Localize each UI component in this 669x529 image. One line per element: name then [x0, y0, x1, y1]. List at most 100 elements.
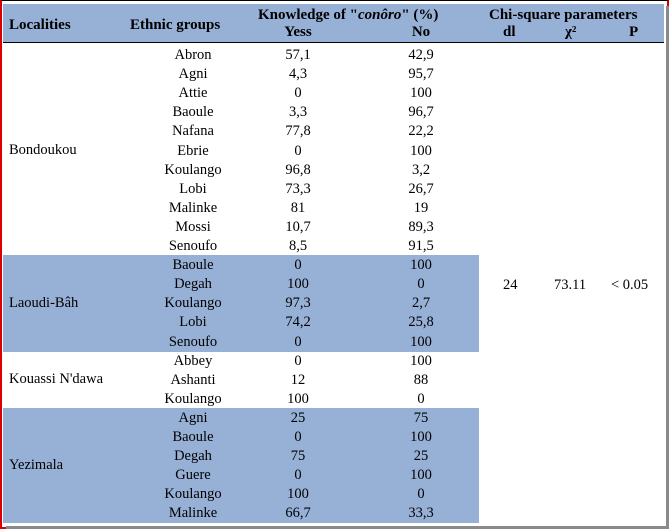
table-row: Koulango 97,3 2,7	[0, 294, 669, 313]
stat-dl: 24	[503, 277, 518, 293]
ethnic-group-cell: Baoule	[172, 104, 214, 121]
ethnic-group-cell: Ashanti	[170, 371, 216, 388]
no-percent-cell: 100	[410, 85, 432, 102]
header-dl: dl	[503, 24, 516, 40]
yes-percent-cell: 0	[294, 429, 302, 445]
yes-percent-cell: 100	[287, 390, 309, 407]
ethnic-group-cell: Degah	[174, 276, 212, 293]
ethnic-group-cell: Ebrie	[177, 142, 209, 159]
header-localities: Localities	[9, 17, 71, 33]
yes-percent-cell: 97,3	[285, 295, 311, 312]
yes-percent-cell: 100	[287, 486, 309, 503]
header-ethnic-groups: Ethnic groups	[130, 17, 221, 33]
ethnic-group-cell: Malinke	[168, 505, 218, 522]
no-percent-cell: 100	[410, 467, 432, 484]
ethnic-group-cell: Senoufo	[168, 333, 218, 350]
ethnic-group-cell: Nafana	[172, 123, 214, 140]
frame-shadow-right	[666, 6, 669, 527]
table-row: Malinke 81 19	[0, 199, 669, 218]
no-percent-cell: 100	[410, 142, 432, 159]
table-row: Degah 100 0	[0, 275, 669, 294]
yes-percent-cell: 4,3	[288, 66, 308, 83]
ethnic-group-cell: Koulango	[164, 390, 222, 407]
table-row: Koulango 100 0	[0, 485, 669, 504]
table-row: Degah 75 25	[0, 447, 669, 466]
ethnic-group-cell: Attie	[178, 85, 208, 102]
no-percent-cell: 0	[417, 276, 425, 293]
table-row: Lobi 74,2 25,8	[0, 313, 669, 332]
yes-percent-cell: 8,5	[288, 238, 308, 254]
yes-percent-cell: 0	[294, 352, 302, 369]
no-percent-cell: 100	[410, 333, 432, 350]
table-row: Mossi 10,7 89,3	[0, 218, 669, 237]
yes-percent-cell: 57,1	[285, 47, 311, 63]
table-row: Nafana 77,8 22,2	[0, 122, 669, 141]
header-p: P	[629, 24, 639, 40]
table-row: Agni 4,3 95,7	[0, 65, 669, 84]
table-row: Koulango 100 0	[0, 390, 669, 409]
no-percent-cell: 89,3	[408, 218, 434, 235]
yes-percent-cell: 25	[290, 409, 306, 426]
ethnic-group-cell: Koulango	[164, 161, 222, 178]
ethnic-group-cell: Malinke	[168, 199, 218, 216]
header-knowledge-prefix: Knowledge of "	[258, 7, 358, 23]
table-row: Abbey 0 100	[0, 352, 669, 371]
no-percent-cell: 22,2	[408, 123, 434, 140]
no-percent-cell: 25	[413, 448, 429, 465]
no-percent-cell: 100	[410, 429, 432, 445]
ethnic-group-cell: Koulango	[164, 486, 222, 503]
no-percent-cell: 42,9	[408, 47, 434, 63]
table-row: Senoufo 0 100	[0, 333, 669, 352]
table-row: Lobi 73,3 26,7	[0, 180, 669, 199]
table-row: Baoule 0 100	[0, 428, 669, 447]
locality-label: Bondoukou	[9, 142, 77, 159]
ethnic-group-cell: Mossi	[175, 218, 211, 235]
ethnic-group-cell: Lobi	[179, 314, 207, 331]
yes-percent-cell: 75	[290, 448, 306, 465]
header-chi-square: Chi-square parameters	[489, 7, 638, 23]
ethnic-group-cell: Koulango	[164, 295, 222, 312]
no-percent-cell: 100	[410, 257, 432, 274]
table-row: Senoufo 8,5 91,5	[0, 237, 669, 256]
header-knowledge-suffix: " (%)	[401, 7, 439, 23]
header-knowledge-term: conôro	[358, 7, 402, 23]
locality-band	[3, 255, 479, 352]
locality-label: Yezimala	[9, 457, 64, 474]
yes-percent-cell: 100	[287, 276, 309, 293]
locality-label: Kouassi N'dawa	[9, 371, 104, 388]
no-percent-cell: 25,8	[408, 314, 434, 331]
yes-percent-cell: 96,8	[285, 161, 311, 178]
ethnic-group-cell: Abron	[174, 47, 212, 63]
yes-percent-cell: 0	[294, 467, 302, 484]
no-percent-cell: 96,7	[408, 104, 434, 121]
no-percent-cell: 0	[417, 390, 425, 407]
table-row: Abron 57,1 42,9	[0, 46, 669, 65]
yes-percent-cell: 3,3	[288, 104, 308, 121]
header-chi2: χ²	[565, 24, 577, 40]
ethnic-group-cell: Agni	[178, 409, 208, 426]
table-row: Attie 0 100	[0, 84, 669, 103]
yes-percent-cell: 73,3	[285, 180, 311, 197]
stat-chi2: 73.11	[554, 277, 587, 293]
stat-p: < 0.05	[611, 277, 649, 293]
no-percent-cell: 33,3	[408, 505, 434, 522]
ethnic-group-cell: Abbey	[173, 352, 213, 369]
yes-percent-cell: 10,7	[285, 218, 311, 235]
ethnic-group-cell: Baoule	[172, 429, 214, 445]
no-percent-cell: 75	[413, 409, 429, 426]
header-no: No	[411, 24, 431, 40]
no-percent-cell: 26,7	[408, 180, 434, 197]
no-percent-cell: 91,5	[408, 238, 434, 254]
table-row: Guere 0 100	[0, 466, 669, 485]
ethnic-group-cell: Agni	[178, 66, 208, 83]
no-percent-cell: 88	[413, 371, 429, 388]
ethnic-group-cell: Degah	[174, 448, 212, 465]
ethnic-group-cell: Senoufo	[168, 238, 218, 254]
table-row: Baoule 0 100	[0, 256, 669, 275]
yes-percent-cell: 81	[290, 199, 306, 216]
no-percent-cell: 95,7	[408, 66, 434, 83]
no-percent-cell: 19	[413, 199, 429, 216]
locality-label: Laoudi-Bâh	[9, 294, 79, 311]
yes-percent-cell: 0	[294, 257, 302, 274]
no-percent-cell: 0	[417, 486, 425, 503]
